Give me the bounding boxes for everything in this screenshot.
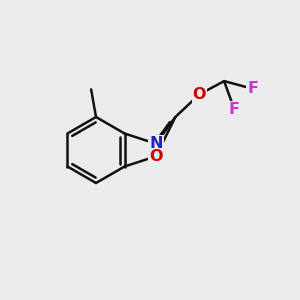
Text: O: O: [193, 87, 206, 102]
Text: O: O: [149, 149, 163, 164]
Text: F: F: [229, 101, 240, 116]
Text: N: N: [149, 136, 163, 151]
Text: F: F: [247, 81, 258, 96]
